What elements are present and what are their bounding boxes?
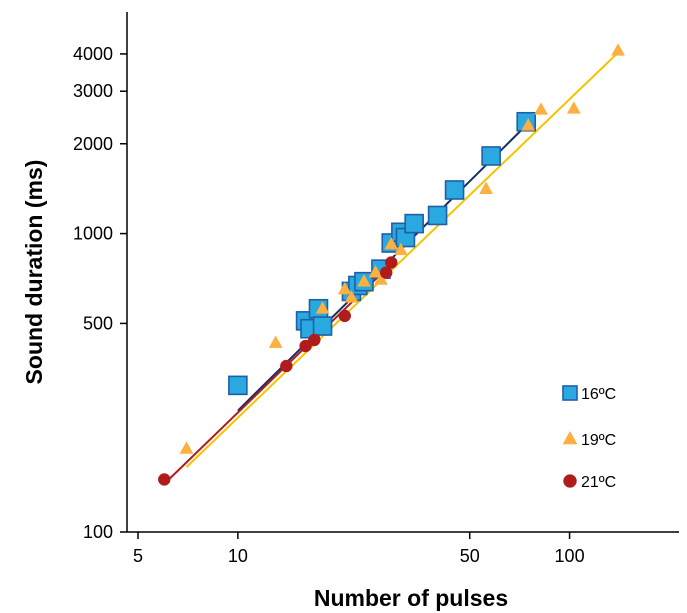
legend-marker — [562, 430, 578, 445]
data-point — [481, 146, 501, 166]
data-point — [427, 205, 448, 226]
legend: 16ºC 19ºC 21ºC — [562, 385, 616, 491]
data-point — [444, 180, 465, 200]
x-tick-label: 100 — [555, 546, 585, 566]
y-axis-ticks: 100 500 1000 2000 3000 4000 — [73, 44, 127, 542]
trend-line — [185, 51, 619, 468]
x-tick-label: 10 — [228, 546, 248, 566]
data-point — [268, 335, 283, 348]
data-point — [312, 316, 333, 336]
data-point — [479, 181, 493, 194]
data-point — [384, 256, 398, 269]
data-point — [384, 236, 399, 250]
data-point — [404, 213, 424, 234]
data-point — [280, 359, 293, 373]
y-tick-label: 2000 — [73, 134, 113, 154]
data-point — [534, 102, 548, 115]
data-point — [337, 281, 352, 295]
data-point — [566, 101, 581, 114]
data-point — [338, 309, 351, 323]
legend-label: 19ºC — [581, 432, 616, 449]
data-point — [357, 274, 371, 287]
y-tick-label: 500 — [83, 313, 113, 333]
y-tick-label: 1000 — [73, 224, 113, 244]
plot-area — [158, 43, 625, 486]
x-axis-title: Number of pulses — [314, 585, 508, 611]
data-point — [379, 266, 393, 279]
data-point — [158, 473, 171, 486]
x-tick-label: 5 — [133, 546, 143, 566]
x-axis-ticks: 5 10 50 100 — [133, 532, 585, 566]
data-point — [521, 118, 536, 131]
y-tick-label: 100 — [83, 522, 113, 542]
data-point — [299, 339, 312, 353]
data-point — [344, 290, 359, 303]
legend-marker — [563, 474, 577, 488]
y-tick-label: 4000 — [73, 44, 113, 64]
data-points — [158, 43, 625, 486]
data-point — [308, 333, 321, 347]
x-tick-label: 50 — [460, 546, 480, 566]
data-point — [374, 272, 388, 285]
y-tick-label: 3000 — [73, 81, 113, 101]
legend-label: 21ºC — [581, 474, 616, 491]
y-axis-title: Sound duration (ms) — [21, 160, 47, 385]
data-point — [315, 301, 330, 314]
data-point — [393, 242, 408, 256]
data-point — [611, 43, 625, 56]
legend-marker — [562, 385, 578, 401]
data-point — [368, 265, 383, 278]
data-point — [179, 441, 194, 454]
legend-label: 16ºC — [581, 386, 616, 403]
data-point — [228, 375, 248, 396]
